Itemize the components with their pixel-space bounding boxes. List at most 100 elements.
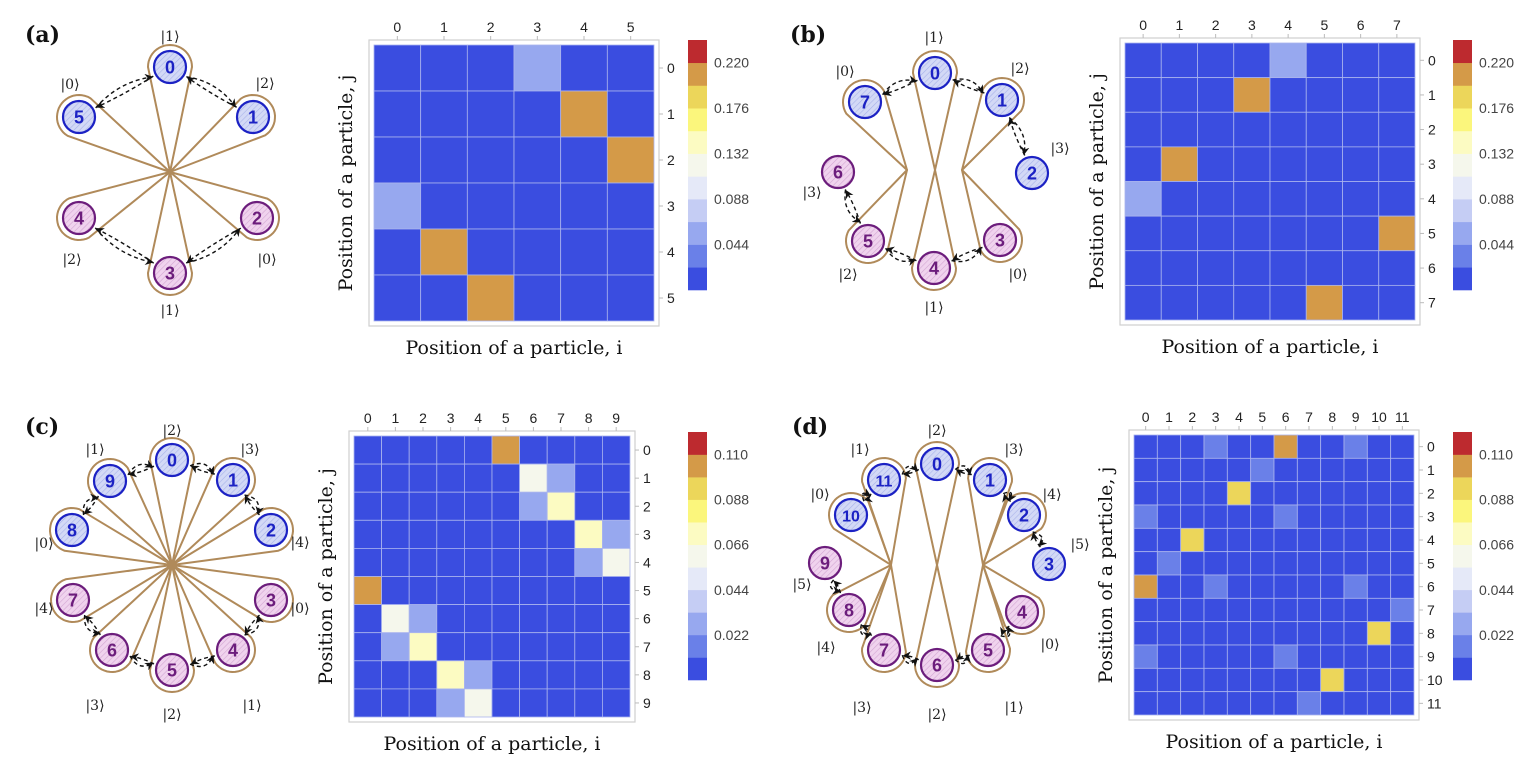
site-number: 0	[930, 64, 940, 84]
ket-label: |4⟩	[290, 535, 309, 551]
colorbar-segment	[1453, 589, 1472, 613]
heatmap-cell	[1156, 621, 1182, 646]
heatmap-cell	[546, 435, 576, 465]
colorbar-segment	[1453, 108, 1472, 132]
heatmap-cell	[1250, 644, 1275, 669]
heatmap-cell	[420, 274, 468, 322]
heatmap-cell	[1203, 667, 1228, 693]
heatmap-cell	[491, 435, 521, 465]
hopping-arrow	[82, 493, 99, 516]
colorbar: 0.044 0.088 0.132 0.176 0.220	[1453, 40, 1514, 291]
heatmap-cell	[513, 44, 562, 92]
heatmap-cell	[1233, 215, 1271, 252]
site-number: 4	[1017, 603, 1027, 623]
interaction-loop	[861, 457, 907, 566]
heatmap-cell	[408, 688, 438, 718]
heatmap-cell	[1320, 597, 1345, 623]
heatmap-cell	[1203, 574, 1228, 599]
colorbar-segment	[1453, 130, 1472, 154]
blue-site-circle	[253, 512, 289, 548]
heatmap-cell	[1320, 667, 1345, 693]
hopping-arrow	[885, 246, 917, 262]
hopping-arrow	[829, 579, 842, 595]
heatmap-cell	[1305, 250, 1343, 286]
y-tick-label: 1	[643, 470, 651, 486]
x-tick-label: 10	[1371, 409, 1387, 425]
x-tick-label: 2	[1212, 17, 1220, 33]
x-tick-label: 4	[1284, 17, 1292, 33]
site-number: 9	[105, 472, 115, 492]
x-tick-label: 8	[585, 410, 593, 426]
heatmap-cell	[1160, 111, 1198, 148]
colorbar-tick-label: 0.044	[1479, 237, 1514, 253]
heatmap-cell	[574, 435, 603, 465]
ket-label: |3⟩	[1004, 442, 1023, 458]
heatmap-cell	[1366, 644, 1392, 669]
heatmap-cell	[1250, 551, 1275, 576]
site-node: 5 |2⟩	[838, 223, 886, 283]
heatmap-cell	[513, 182, 562, 230]
interaction-loop	[911, 169, 957, 291]
panel-label: (c)	[25, 414, 59, 440]
purple-site-circle	[239, 200, 275, 236]
heatmap-cell	[1269, 181, 1307, 217]
site-node: 10 |0⟩	[810, 487, 869, 533]
y-tick-label: 2	[1427, 485, 1435, 501]
heatmap-cell	[381, 435, 410, 465]
heatmap-cell	[1250, 597, 1275, 623]
heatmap-cell	[1390, 551, 1415, 576]
colorbar-segment	[1453, 267, 1472, 291]
x-tick-label: 6	[1357, 17, 1365, 33]
heatmap-cell	[1226, 691, 1252, 716]
heatmap-cell	[1133, 434, 1158, 459]
heatmap-cell	[466, 228, 515, 276]
hopping-arrow	[954, 465, 973, 476]
colorbar-segment	[688, 176, 707, 200]
blue-site-circle	[833, 497, 869, 533]
heatmap-cell	[1226, 597, 1252, 623]
heatmap-cell	[1343, 644, 1368, 669]
x-axis-label: Position of a particle, i	[384, 733, 601, 755]
heatmap-cell	[1180, 667, 1205, 693]
heatmap-cell	[1273, 574, 1298, 599]
heatmap-cell	[606, 136, 655, 184]
heatmap-cell	[519, 688, 548, 718]
site-node: 3|0⟩	[982, 222, 1028, 283]
colorbar-tick-label: 0.176	[1479, 100, 1514, 116]
hopping-arrow	[954, 654, 971, 665]
heatmap-cell	[546, 491, 576, 521]
site-node: 9 |5⟩	[792, 545, 843, 593]
hopping-arrow	[189, 462, 215, 476]
y-tick-label: 4	[667, 244, 675, 260]
heatmap-cell	[1366, 504, 1392, 529]
heatmap-cell	[546, 548, 576, 577]
purple-site-circle	[866, 632, 902, 668]
hopping-arrow	[863, 493, 873, 503]
heatmap-cell	[1250, 481, 1275, 506]
hopping-arrow	[1007, 117, 1026, 156]
y-tick-label: 3	[1427, 509, 1435, 525]
colorbar-segment	[688, 499, 707, 523]
heatmap-cell	[1156, 574, 1182, 599]
heatmap-cell	[1233, 250, 1271, 286]
colorbar-segment	[688, 454, 707, 478]
site-node: 4 |0⟩	[1004, 594, 1060, 653]
ket-label: |1⟩	[924, 300, 943, 316]
heatmap-cell	[574, 491, 603, 521]
heatmap-cell	[1320, 551, 1345, 576]
heatmap-cell	[513, 274, 562, 322]
ket-label: |4⟩	[1042, 487, 1061, 503]
heatmap-frame	[1119, 37, 1421, 326]
heatmap-cell	[1296, 434, 1322, 459]
heatmap-cell	[1197, 77, 1235, 113]
colorbar-tick-label: 0.132	[1479, 146, 1514, 162]
y-tick-label: 9	[1427, 649, 1435, 665]
x-tick-label: 7	[1305, 409, 1313, 425]
heatmap-cell	[1203, 691, 1228, 716]
site-number: 1	[228, 471, 238, 491]
hopping-arrow	[951, 246, 982, 263]
y-tick-label: 4	[1427, 532, 1435, 548]
site-node: 3 |1⟩	[152, 255, 188, 319]
site-node: 8 |0⟩	[34, 512, 90, 552]
